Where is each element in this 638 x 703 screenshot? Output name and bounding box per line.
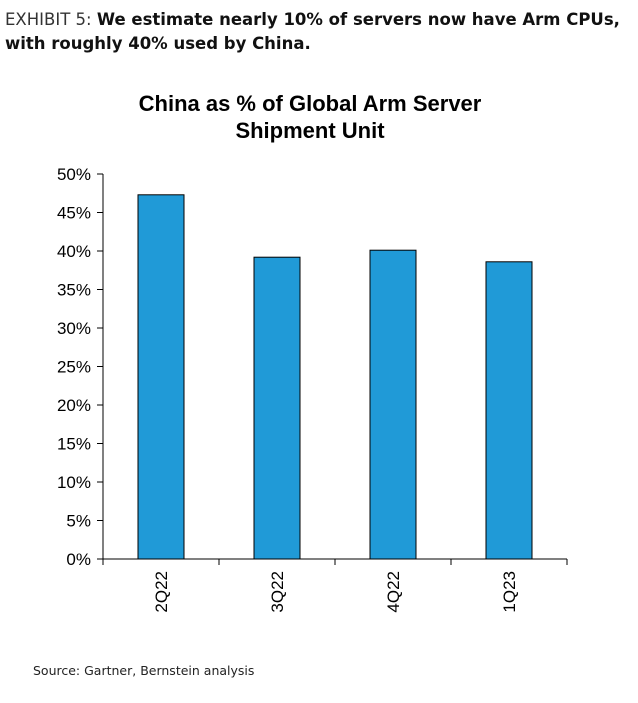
exhibit-caption: EXHIBIT 5: We estimate nearly 10% of ser… xyxy=(5,8,625,56)
y-tick-label: 40% xyxy=(57,242,91,261)
y-tick-label: 0% xyxy=(66,550,91,569)
chart-title-line-1: China as % of Global Arm Server xyxy=(138,91,482,116)
source-note: Source: Gartner, Bernstein analysis xyxy=(33,663,255,678)
y-tick-label: 35% xyxy=(57,281,91,300)
x-tick-label-2q22: 2Q22 xyxy=(152,571,171,613)
chart-title: China as % of Global Arm Server Shipment… xyxy=(60,90,560,144)
x-tick-label-3q22: 3Q22 xyxy=(268,571,287,613)
y-tick-label: 25% xyxy=(57,358,91,377)
chart-title-line-2: Shipment Unit xyxy=(235,118,385,143)
axes: 0% 5% 10% 15% 20% 25% 30% 35% 40% 45% 50% 2Q22 3Q22 4… xyxy=(57,165,568,613)
bar-4q22 xyxy=(369,249,417,560)
exhibit-label: EXHIBIT 5: xyxy=(5,10,97,29)
y-tick-label: 20% xyxy=(57,396,91,415)
y-tick-label: 45% xyxy=(57,204,91,223)
y-tick-label: 5% xyxy=(66,512,91,531)
y-tick-label: 15% xyxy=(57,435,91,454)
exhibit-headline: We estimate nearly 10% of servers now ha… xyxy=(5,10,620,53)
x-tick-label-4q22: 4Q22 xyxy=(384,571,403,613)
y-tick-label: 50% xyxy=(57,165,91,184)
y-tick-label: 10% xyxy=(57,473,91,492)
bar-group xyxy=(137,194,533,560)
y-tick-label: 30% xyxy=(57,319,91,338)
bar-1q23 xyxy=(485,261,533,560)
bar-3q22 xyxy=(253,256,301,560)
bar-2q22 xyxy=(137,194,185,560)
x-tick-label-1q23: 1Q23 xyxy=(500,571,519,613)
